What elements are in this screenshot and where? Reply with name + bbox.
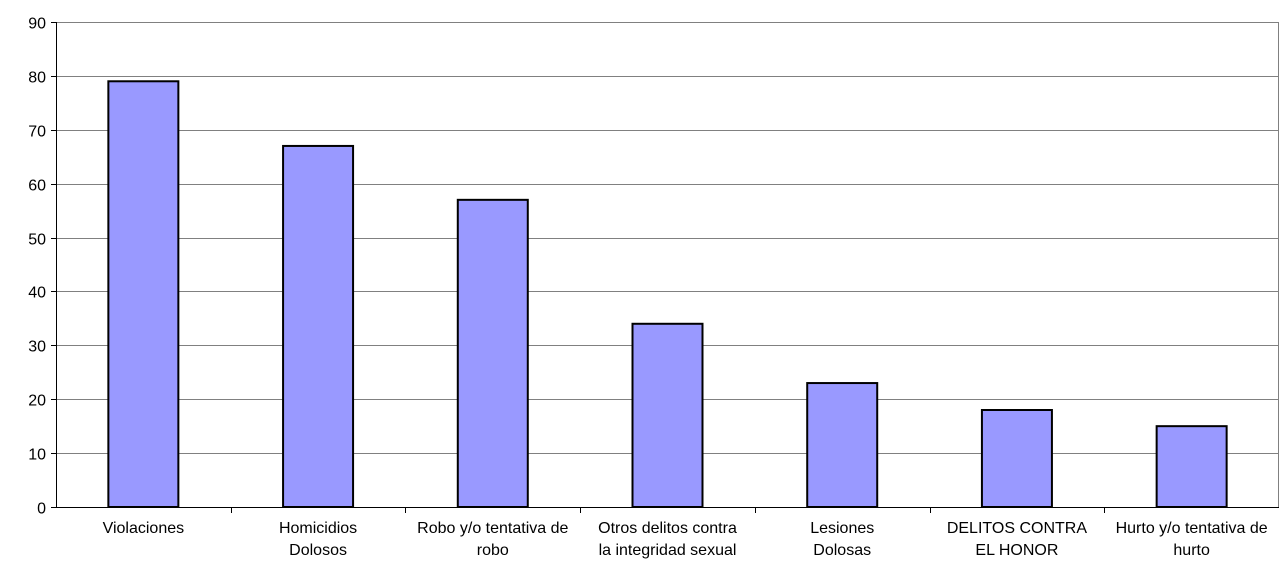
bar bbox=[980, 409, 1053, 508]
x-category-label: DELITOS CONTRA EL HONOR bbox=[947, 520, 1088, 559]
y-tick-label: 10 bbox=[28, 447, 46, 464]
x-category-label-line: DELITOS CONTRA bbox=[947, 520, 1088, 537]
x-category-label-line: la integridad sexual bbox=[599, 542, 737, 559]
y-tick-labels: 0 10 20 30 40 50 60 70 80 90 bbox=[28, 16, 46, 518]
x-category-labels: Violaciones Homicidios Dolosos Robo y/o ten… bbox=[103, 520, 1268, 559]
axes bbox=[51, 22, 1279, 513]
x-category-label-line: Robo y/o tentativa de bbox=[417, 520, 568, 537]
y-tick-label: 20 bbox=[28, 393, 46, 410]
y-tick-label: 0 bbox=[37, 501, 46, 518]
y-tick-label: 60 bbox=[28, 178, 46, 195]
y-tick-label: 80 bbox=[28, 70, 46, 87]
y-tick-label: 40 bbox=[28, 285, 46, 302]
y-tick-label: 90 bbox=[28, 16, 46, 33]
bar bbox=[631, 322, 704, 508]
x-category-label-line: EL HONOR bbox=[975, 542, 1058, 559]
x-category-label: Lesiones Dolosas bbox=[810, 520, 874, 559]
x-category-label-line: Homicidios bbox=[279, 520, 357, 537]
bar bbox=[1155, 425, 1228, 508]
x-category-label-line: Dolosas bbox=[813, 542, 871, 559]
bar bbox=[282, 144, 355, 508]
x-category-label: Otros delitos contra la integridad sexual bbox=[598, 520, 737, 559]
x-category-label-line: Otros delitos contra bbox=[598, 520, 737, 537]
y-tick-label: 70 bbox=[28, 124, 46, 141]
bar bbox=[806, 382, 879, 508]
bars bbox=[107, 80, 1228, 509]
x-category-label-line: hurto bbox=[1173, 542, 1210, 559]
x-category-label-line: Violaciones bbox=[103, 520, 185, 537]
x-category-label-line: Lesiones bbox=[810, 520, 874, 537]
x-category-label-line: Hurto y/o tentativa de bbox=[1116, 520, 1268, 537]
x-category-label-line: Dolosos bbox=[289, 542, 347, 559]
x-category-label-line: robo bbox=[477, 542, 509, 559]
x-category-label: Robo y/o tentativa de robo bbox=[417, 520, 568, 559]
x-category-label: Homicidios Dolosos bbox=[279, 520, 357, 559]
bar bbox=[456, 198, 529, 508]
y-tick-label: 30 bbox=[28, 339, 46, 356]
x-category-label: Violaciones bbox=[103, 520, 185, 537]
bar bbox=[107, 80, 180, 509]
y-tick-label: 50 bbox=[28, 232, 46, 249]
x-category-label: Hurto y/o tentativa de hurto bbox=[1116, 520, 1268, 559]
gridlines bbox=[56, 22, 1279, 507]
